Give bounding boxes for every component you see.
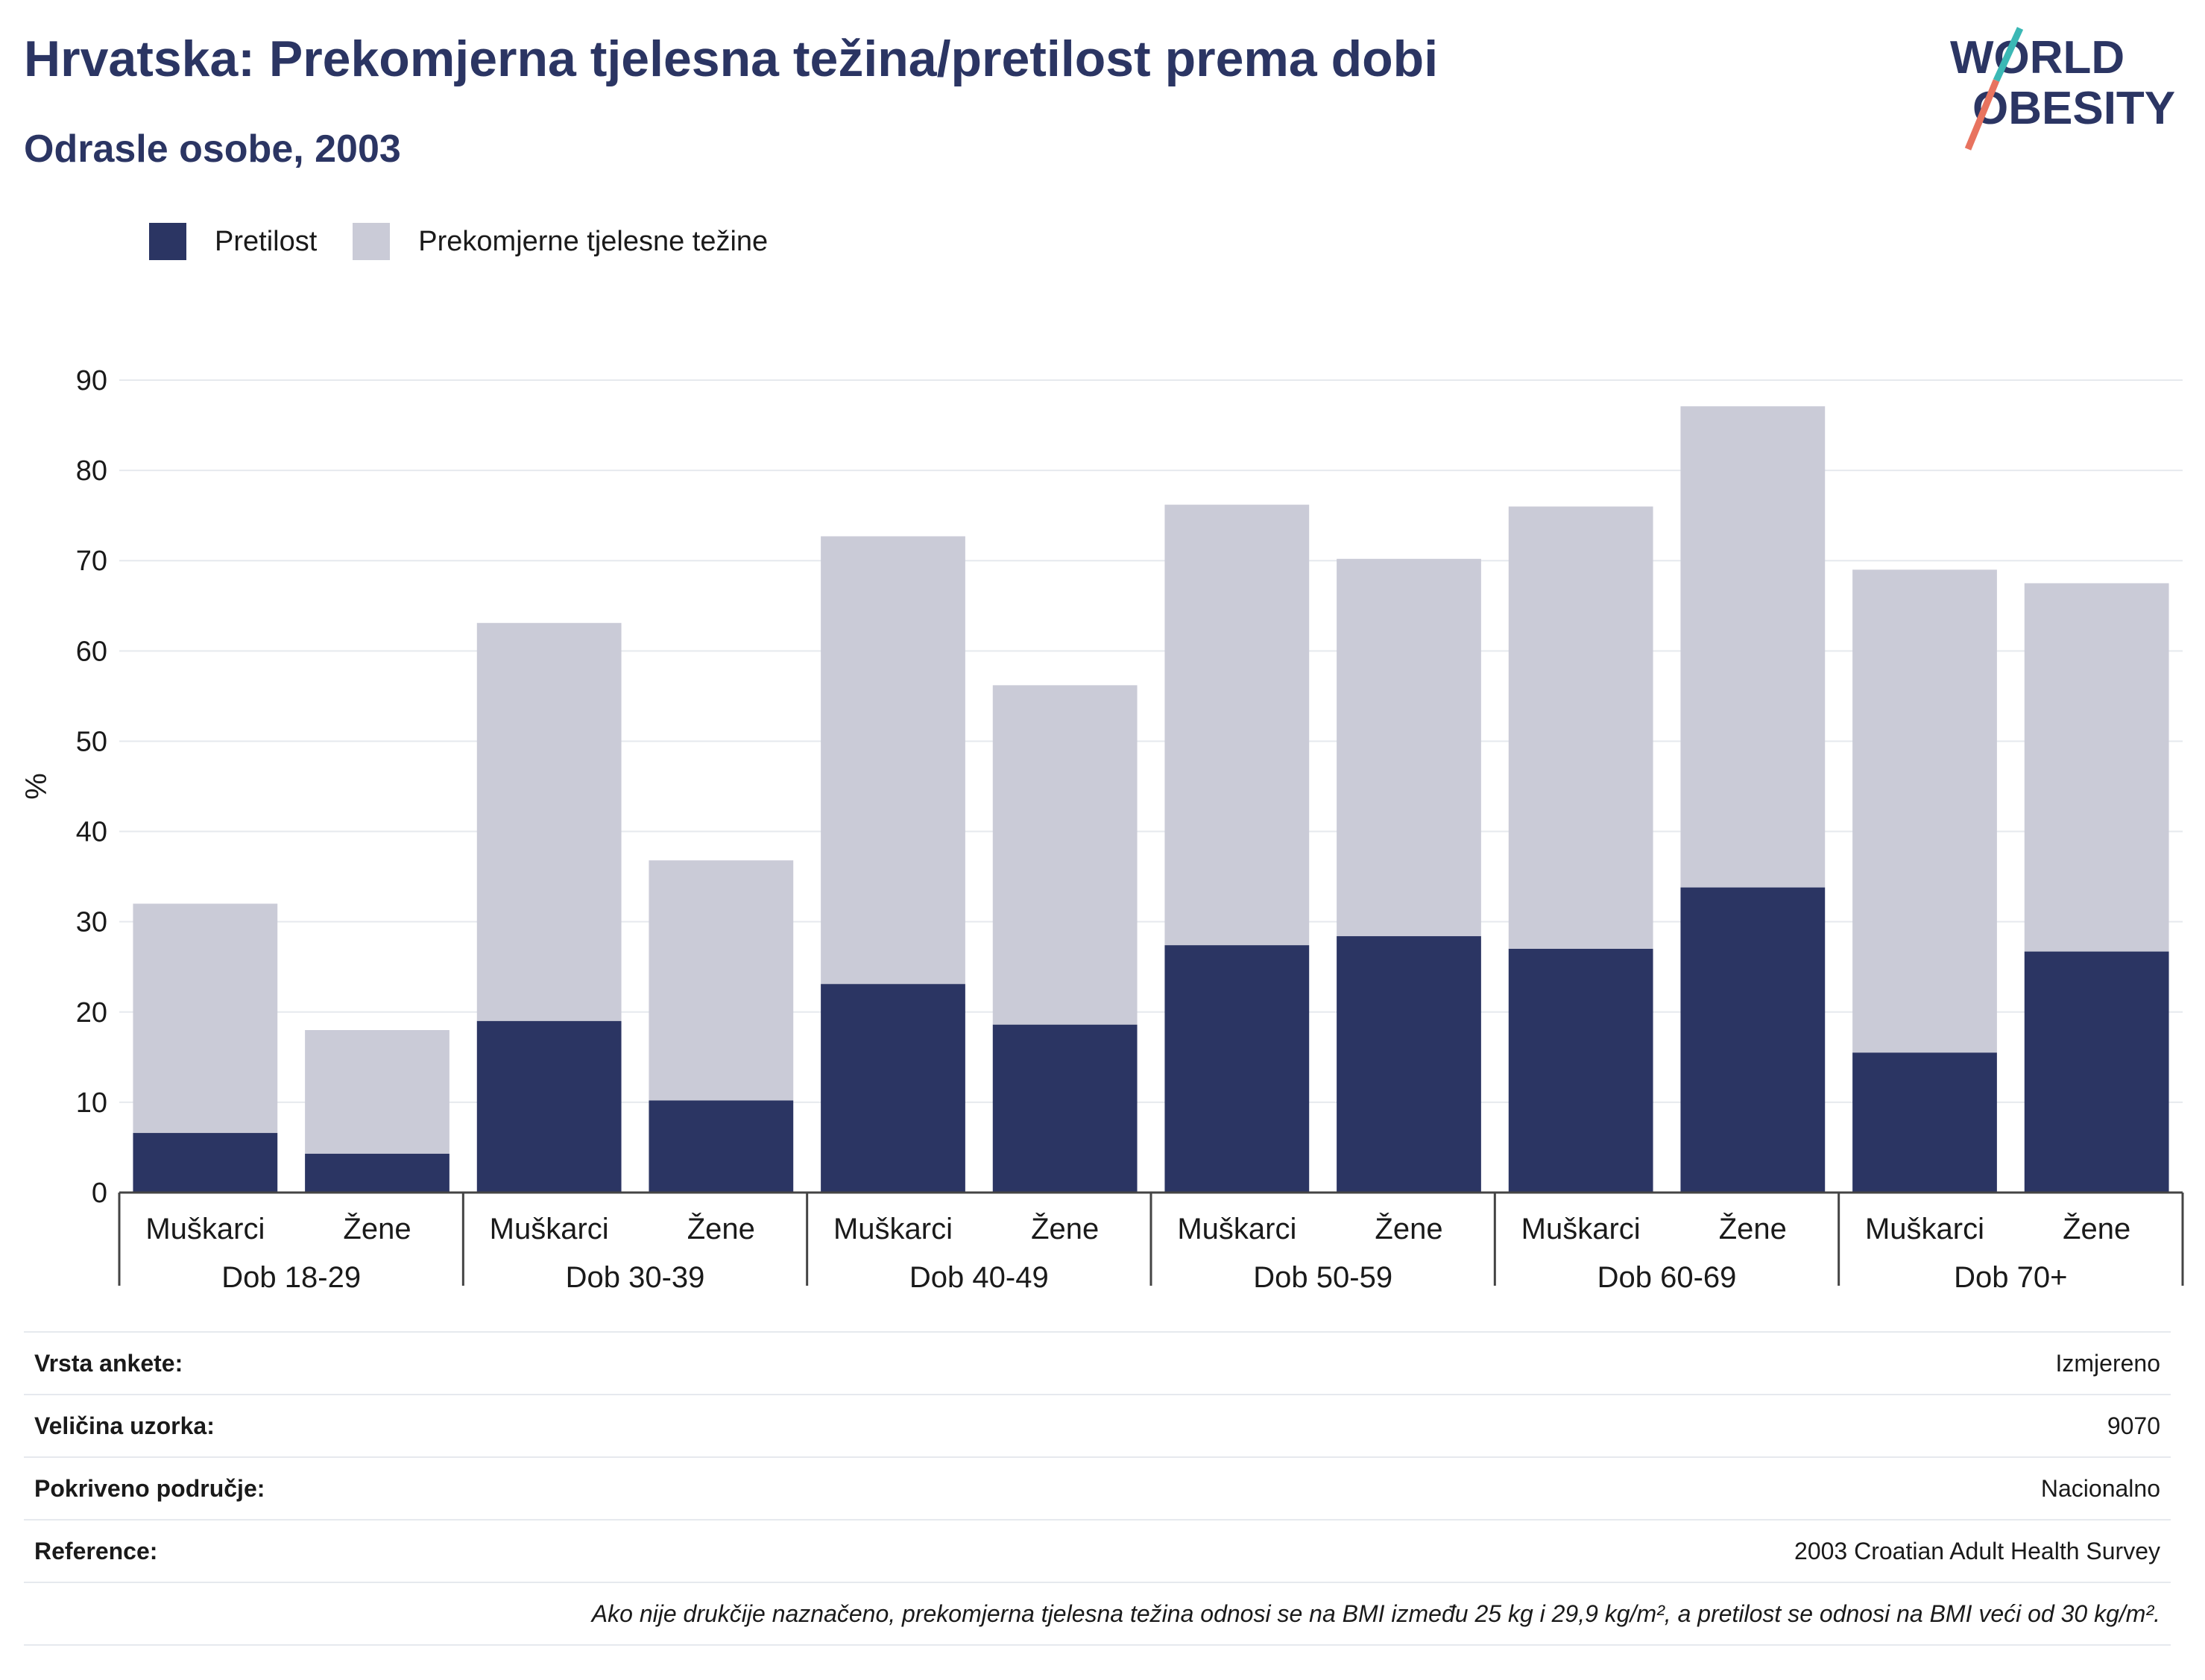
info-key: Veličina uzorka: — [34, 1412, 215, 1439]
y-tick-label: 50 — [76, 726, 107, 757]
bar-obesity — [1508, 949, 1653, 1193]
info-key: Pokriveno područje: — [34, 1474, 265, 1502]
bar-overweight — [821, 536, 965, 985]
bar-obesity — [1680, 887, 1826, 1193]
y-axis-label: % — [20, 773, 53, 800]
bar-overweight — [1508, 506, 1653, 949]
bar-overweight — [1680, 406, 1826, 888]
bar-overweight — [992, 685, 1138, 1025]
bar-overweight — [1164, 505, 1310, 946]
x-subcategory-label: Muškarci — [490, 1213, 609, 1245]
bar-obesity — [1337, 936, 1481, 1193]
info-row-reference: Reference: 2003 Croatian Adult Health Su… — [24, 1519, 2171, 1582]
y-tick-label: 0 — [92, 1178, 107, 1209]
bar-overweight — [2024, 583, 2169, 952]
x-subcategory-label: Žene — [343, 1212, 411, 1245]
logo-line1: WORLD — [1950, 32, 2124, 83]
y-tick-label: 90 — [76, 365, 107, 397]
bar-obesity — [1852, 1052, 1997, 1193]
x-group-label: Dob 18-29 — [221, 1261, 361, 1294]
bar-obesity — [821, 984, 965, 1193]
bar-obesity — [305, 1153, 449, 1193]
info-value: Nacionalno — [2040, 1474, 2160, 1502]
y-tick-label: 10 — [76, 1087, 107, 1119]
info-row-survey-type: Vrsta ankete: Izmjereno — [24, 1331, 2171, 1394]
bar-overweight — [649, 860, 794, 1101]
x-subcategory-label: Žene — [1719, 1212, 1787, 1245]
bar-overweight — [1852, 569, 1997, 1053]
x-group-label: Dob 50-59 — [1253, 1261, 1392, 1294]
x-subcategory-label: Žene — [687, 1212, 755, 1245]
survey-info-table: Vrsta ankete: Izmjereno Veličina uzorka:… — [24, 1331, 2171, 1646]
info-key: Vrsta ankete: — [34, 1349, 183, 1377]
legend-item-overweight: Prekomjerne tjelesne težine — [353, 223, 768, 260]
info-value: 2003 Croatian Adult Health Survey — [1794, 1537, 2160, 1564]
bar-obesity — [2024, 951, 2169, 1193]
x-group-label: Dob 40-49 — [909, 1261, 1049, 1294]
x-subcategory-label: Muškarci — [145, 1213, 265, 1245]
bar-obesity — [1164, 945, 1310, 1193]
logo-slash-teal — [1993, 27, 2024, 82]
chart-title: Hrvatska: Prekomjerna tjelesna težina/pr… — [24, 31, 1439, 87]
x-group-label: Dob 60-69 — [1597, 1261, 1737, 1294]
x-group-label: Dob 70+ — [1954, 1261, 2067, 1294]
bar-overweight — [133, 903, 278, 1134]
chart-subtitle: Odrasle osobe, 2003 — [24, 127, 401, 171]
bar-overweight — [476, 622, 622, 1021]
info-value: Izmjereno — [2055, 1349, 2161, 1377]
logo-line2: OBESITY — [1972, 83, 2175, 134]
bar-obesity — [649, 1100, 794, 1193]
info-row-sample-size: Veličina uzorka: 9070 — [24, 1394, 2171, 1456]
bar-overweight — [1337, 558, 1481, 937]
legend: Pretilost Prekomjerne tjelesne težine — [149, 222, 804, 261]
info-row-coverage: Pokriveno područje: Nacionalno — [24, 1456, 2171, 1519]
info-value: 9070 — [2107, 1412, 2160, 1439]
world-obesity-logo: WORLD OBESITY — [1950, 27, 2175, 151]
bar-overweight — [305, 1030, 449, 1154]
x-subcategory-label: Žene — [2063, 1212, 2130, 1245]
y-tick-label: 30 — [76, 907, 107, 938]
y-tick-label: 20 — [76, 997, 107, 1029]
bar-chart: 0 10 20 30 40 50 60 70 80 90% Muškarci Žene Muškarci… — [20, 365, 2184, 1294]
bar-obesity — [476, 1020, 622, 1193]
bar-obesity — [992, 1024, 1138, 1193]
bar-obesity — [133, 1133, 278, 1193]
x-subcategory-label: Žene — [1031, 1212, 1099, 1245]
y-tick-label: 40 — [76, 817, 107, 848]
x-subcategory-label: Muškarci — [1521, 1213, 1641, 1245]
legend-label-obesity: Pretilost — [215, 225, 318, 257]
legend-item-obesity: Pretilost — [149, 223, 317, 260]
y-tick-label: 60 — [76, 636, 107, 667]
legend-swatch-overweight — [353, 223, 391, 260]
info-key: Reference: — [34, 1537, 158, 1564]
y-tick-label: 70 — [76, 546, 107, 577]
x-group-label: Dob 30-39 — [566, 1261, 705, 1294]
y-tick-label: 80 — [76, 455, 107, 487]
x-subcategory-label: Žene — [1375, 1212, 1442, 1245]
legend-label-overweight: Prekomjerne tjelesne težine — [418, 225, 769, 257]
legend-swatch-obesity — [149, 223, 186, 260]
x-subcategory-label: Muškarci — [833, 1213, 953, 1245]
x-subcategory-label: Muškarci — [1865, 1213, 1984, 1245]
x-subcategory-label: Muškarci — [1177, 1213, 1296, 1245]
definition-note: Ako nije drukčije naznačeno, prekomjerna… — [24, 1582, 2171, 1646]
logo-slash-coral — [1964, 79, 2000, 151]
